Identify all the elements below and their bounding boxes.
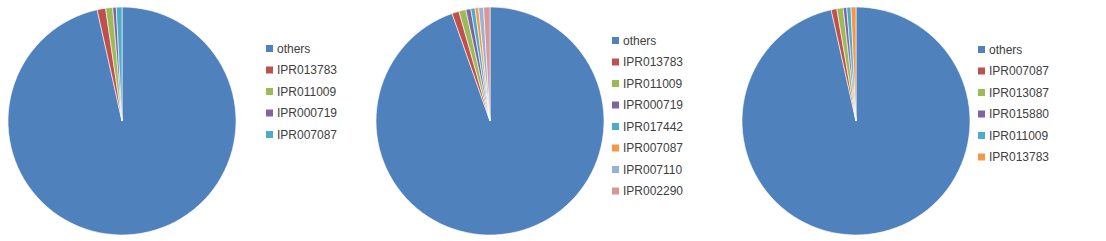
legend: others IPR007087 IPR013087 IPR015880 IPR0110…	[978, 43, 1049, 165]
legend-label: IPR007087	[623, 141, 683, 155]
legend-swatch	[266, 131, 273, 138]
pie-slice	[471, 8, 490, 121]
legend-swatch	[612, 59, 619, 66]
legend-label: IPR002290	[623, 184, 683, 198]
pie-slice	[484, 7, 490, 121]
legend-swatch	[612, 80, 619, 87]
pie-slice	[116, 7, 122, 121]
legend-label: IPR007087	[989, 64, 1049, 78]
legend-label: others	[623, 34, 656, 48]
pie-chart	[742, 7, 970, 235]
legend-swatch	[266, 67, 273, 74]
legend-label: IPR015880	[989, 107, 1049, 121]
legend-swatch	[978, 111, 985, 118]
pie-slice	[847, 7, 856, 121]
legend-label: IPR011009	[989, 129, 1048, 143]
legend-label: IPR000719	[623, 98, 683, 112]
pie-slice	[106, 7, 122, 121]
legend-label: IPR017442	[623, 120, 683, 134]
legend-swatch	[978, 68, 985, 75]
legend-label: IPR011009	[623, 77, 682, 91]
legend-swatch	[978, 46, 985, 53]
legend-label: IPR007087	[277, 128, 337, 142]
pie-slice	[742, 7, 970, 235]
legend-swatch	[978, 89, 985, 96]
legend-swatch	[266, 88, 273, 95]
legend-label: IPR011009	[277, 85, 336, 99]
legend-label: IPR013783	[623, 55, 683, 69]
pie-slice	[837, 8, 856, 121]
legend-label: IPR007110	[623, 163, 682, 177]
legend: others IPR013783 IPR011009 IPR000719 IPR0174…	[612, 34, 683, 199]
pie-slice	[113, 7, 122, 121]
legend-swatch	[612, 37, 619, 44]
legend-swatch	[612, 145, 619, 152]
pie-chart	[8, 7, 236, 235]
pie-slice	[851, 7, 856, 121]
pie-slice	[8, 7, 236, 235]
legend-swatch	[978, 132, 985, 139]
legend-swatch	[612, 123, 619, 130]
legend-swatch	[612, 188, 619, 195]
legend-label: others	[277, 42, 310, 56]
legend: others IPR013783 IPR011009 IPR000719 IPR0070…	[266, 42, 337, 142]
legend-label: IPR000719	[277, 106, 337, 120]
legend-swatch	[978, 154, 985, 161]
pie-chart	[376, 7, 604, 235]
pie-slice	[479, 7, 490, 121]
legend-swatch	[266, 45, 273, 52]
legend-swatch	[266, 110, 273, 117]
pie-slice	[475, 8, 490, 121]
pie-slice	[843, 7, 856, 121]
pie-slice	[376, 7, 604, 235]
legend-label: IPR013087	[989, 86, 1049, 100]
legend-label: IPR013783	[277, 63, 337, 77]
legend-swatch	[612, 102, 619, 109]
legend-swatch	[612, 166, 619, 173]
legend-label: IPR013783	[989, 150, 1049, 164]
legend-label: others	[989, 43, 1022, 57]
chart-canvas: others IPR013783 IPR011009 IPR000719 IPR0070…	[0, 0, 1106, 241]
